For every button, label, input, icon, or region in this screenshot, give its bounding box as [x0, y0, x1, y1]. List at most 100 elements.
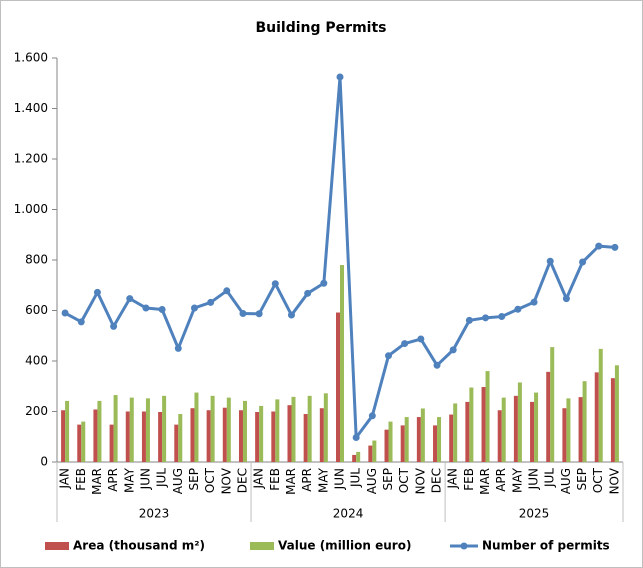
line-marker	[465, 316, 473, 324]
legend-label: Value (million euro)	[278, 539, 411, 553]
bar	[610, 378, 615, 462]
group-label: 2025	[519, 507, 550, 521]
bar	[81, 421, 86, 462]
bar	[400, 425, 405, 462]
line-marker	[287, 311, 295, 319]
x-tick-label: MAR	[284, 468, 298, 495]
x-tick-label: OCT	[203, 467, 217, 493]
x-tick-label: JUN	[333, 468, 347, 490]
bar	[303, 414, 308, 462]
y-tick-label: 800	[25, 253, 48, 267]
bar	[141, 411, 146, 462]
x-tick-label: MAY	[316, 467, 330, 493]
x-tick-label: APR	[494, 468, 508, 492]
x-tick-label: AUG	[559, 468, 573, 494]
x-tick-label: SEP	[381, 468, 395, 490]
bar	[388, 421, 393, 462]
legend-swatch	[45, 542, 69, 550]
y-tick-label: 1.200	[14, 152, 48, 166]
bar	[323, 393, 328, 462]
bar	[582, 381, 587, 462]
line-marker	[174, 344, 182, 352]
bar	[416, 417, 421, 462]
line-marker	[239, 310, 247, 318]
x-tick-label: JUN	[527, 468, 541, 490]
line-marker	[368, 412, 376, 420]
x-tick-label: FEB	[462, 468, 476, 491]
bar	[384, 429, 389, 462]
bar	[513, 395, 518, 462]
line-marker	[320, 279, 328, 287]
bar	[222, 407, 227, 462]
line-marker	[417, 335, 425, 343]
bar	[420, 408, 425, 462]
x-tick-label: APR	[106, 468, 120, 492]
x-tick-label: NOV	[607, 467, 621, 494]
x-tick-label: MAY	[510, 467, 524, 493]
bar	[566, 398, 571, 462]
bar	[210, 395, 215, 462]
bar	[109, 424, 114, 462]
x-tick-label: NOV	[219, 467, 233, 494]
bar	[242, 400, 247, 462]
group-label: 2023	[139, 507, 170, 521]
bar	[530, 401, 535, 462]
bar	[65, 400, 70, 462]
bar	[465, 401, 470, 462]
x-tick-label: SEP	[187, 468, 201, 490]
bar	[226, 397, 231, 462]
line-marker	[530, 298, 538, 306]
line-marker	[498, 313, 506, 321]
bar	[485, 371, 490, 462]
x-tick-label: JUN	[138, 468, 152, 490]
line-marker	[126, 295, 134, 303]
line-marker	[385, 352, 393, 360]
line-marker	[110, 322, 118, 330]
bar	[356, 451, 361, 462]
y-tick-label: 1.000	[14, 202, 48, 216]
x-tick-label: AUG	[365, 468, 379, 494]
bar	[546, 371, 551, 462]
line-marker	[449, 346, 457, 354]
bar	[178, 414, 183, 462]
bar	[372, 440, 377, 462]
bar	[194, 392, 199, 462]
y-tick-label: 200	[25, 404, 48, 418]
line-marker	[158, 305, 166, 313]
bar	[158, 412, 163, 462]
x-tick-label: MAY	[122, 467, 136, 493]
line-marker	[562, 295, 570, 303]
x-tick-label: JAN	[446, 468, 460, 490]
line-marker	[207, 298, 215, 306]
y-tick-label: 1.600	[14, 51, 48, 65]
bar	[319, 408, 324, 462]
x-tick-label: JUL	[155, 468, 169, 488]
y-tick-label: 0	[40, 455, 48, 469]
x-tick-label: AUG	[171, 468, 185, 494]
bar	[238, 410, 243, 462]
bar	[598, 348, 603, 462]
bar	[291, 396, 296, 462]
x-tick-label: JUL	[543, 468, 557, 488]
line-marker	[401, 340, 409, 348]
bar	[352, 454, 357, 462]
line-marker	[433, 361, 441, 369]
bar	[433, 425, 438, 462]
bar	[501, 397, 506, 462]
x-tick-label: SEP	[575, 468, 589, 490]
x-tick-label: NOV	[413, 467, 427, 494]
legend-swatch	[250, 542, 274, 550]
line-marker	[352, 434, 360, 442]
bar	[481, 387, 486, 462]
x-tick-label: MAR	[90, 468, 104, 495]
x-tick-label: DEC	[235, 468, 249, 493]
line-marker	[223, 287, 231, 295]
x-tick-label: JAN	[58, 468, 72, 490]
x-tick-label: DEC	[430, 468, 444, 493]
legend-label: Number of permits	[482, 539, 610, 553]
bar	[190, 408, 195, 462]
bar	[497, 410, 502, 462]
line-marker	[546, 257, 554, 265]
bar	[534, 392, 539, 462]
bar	[93, 409, 98, 462]
